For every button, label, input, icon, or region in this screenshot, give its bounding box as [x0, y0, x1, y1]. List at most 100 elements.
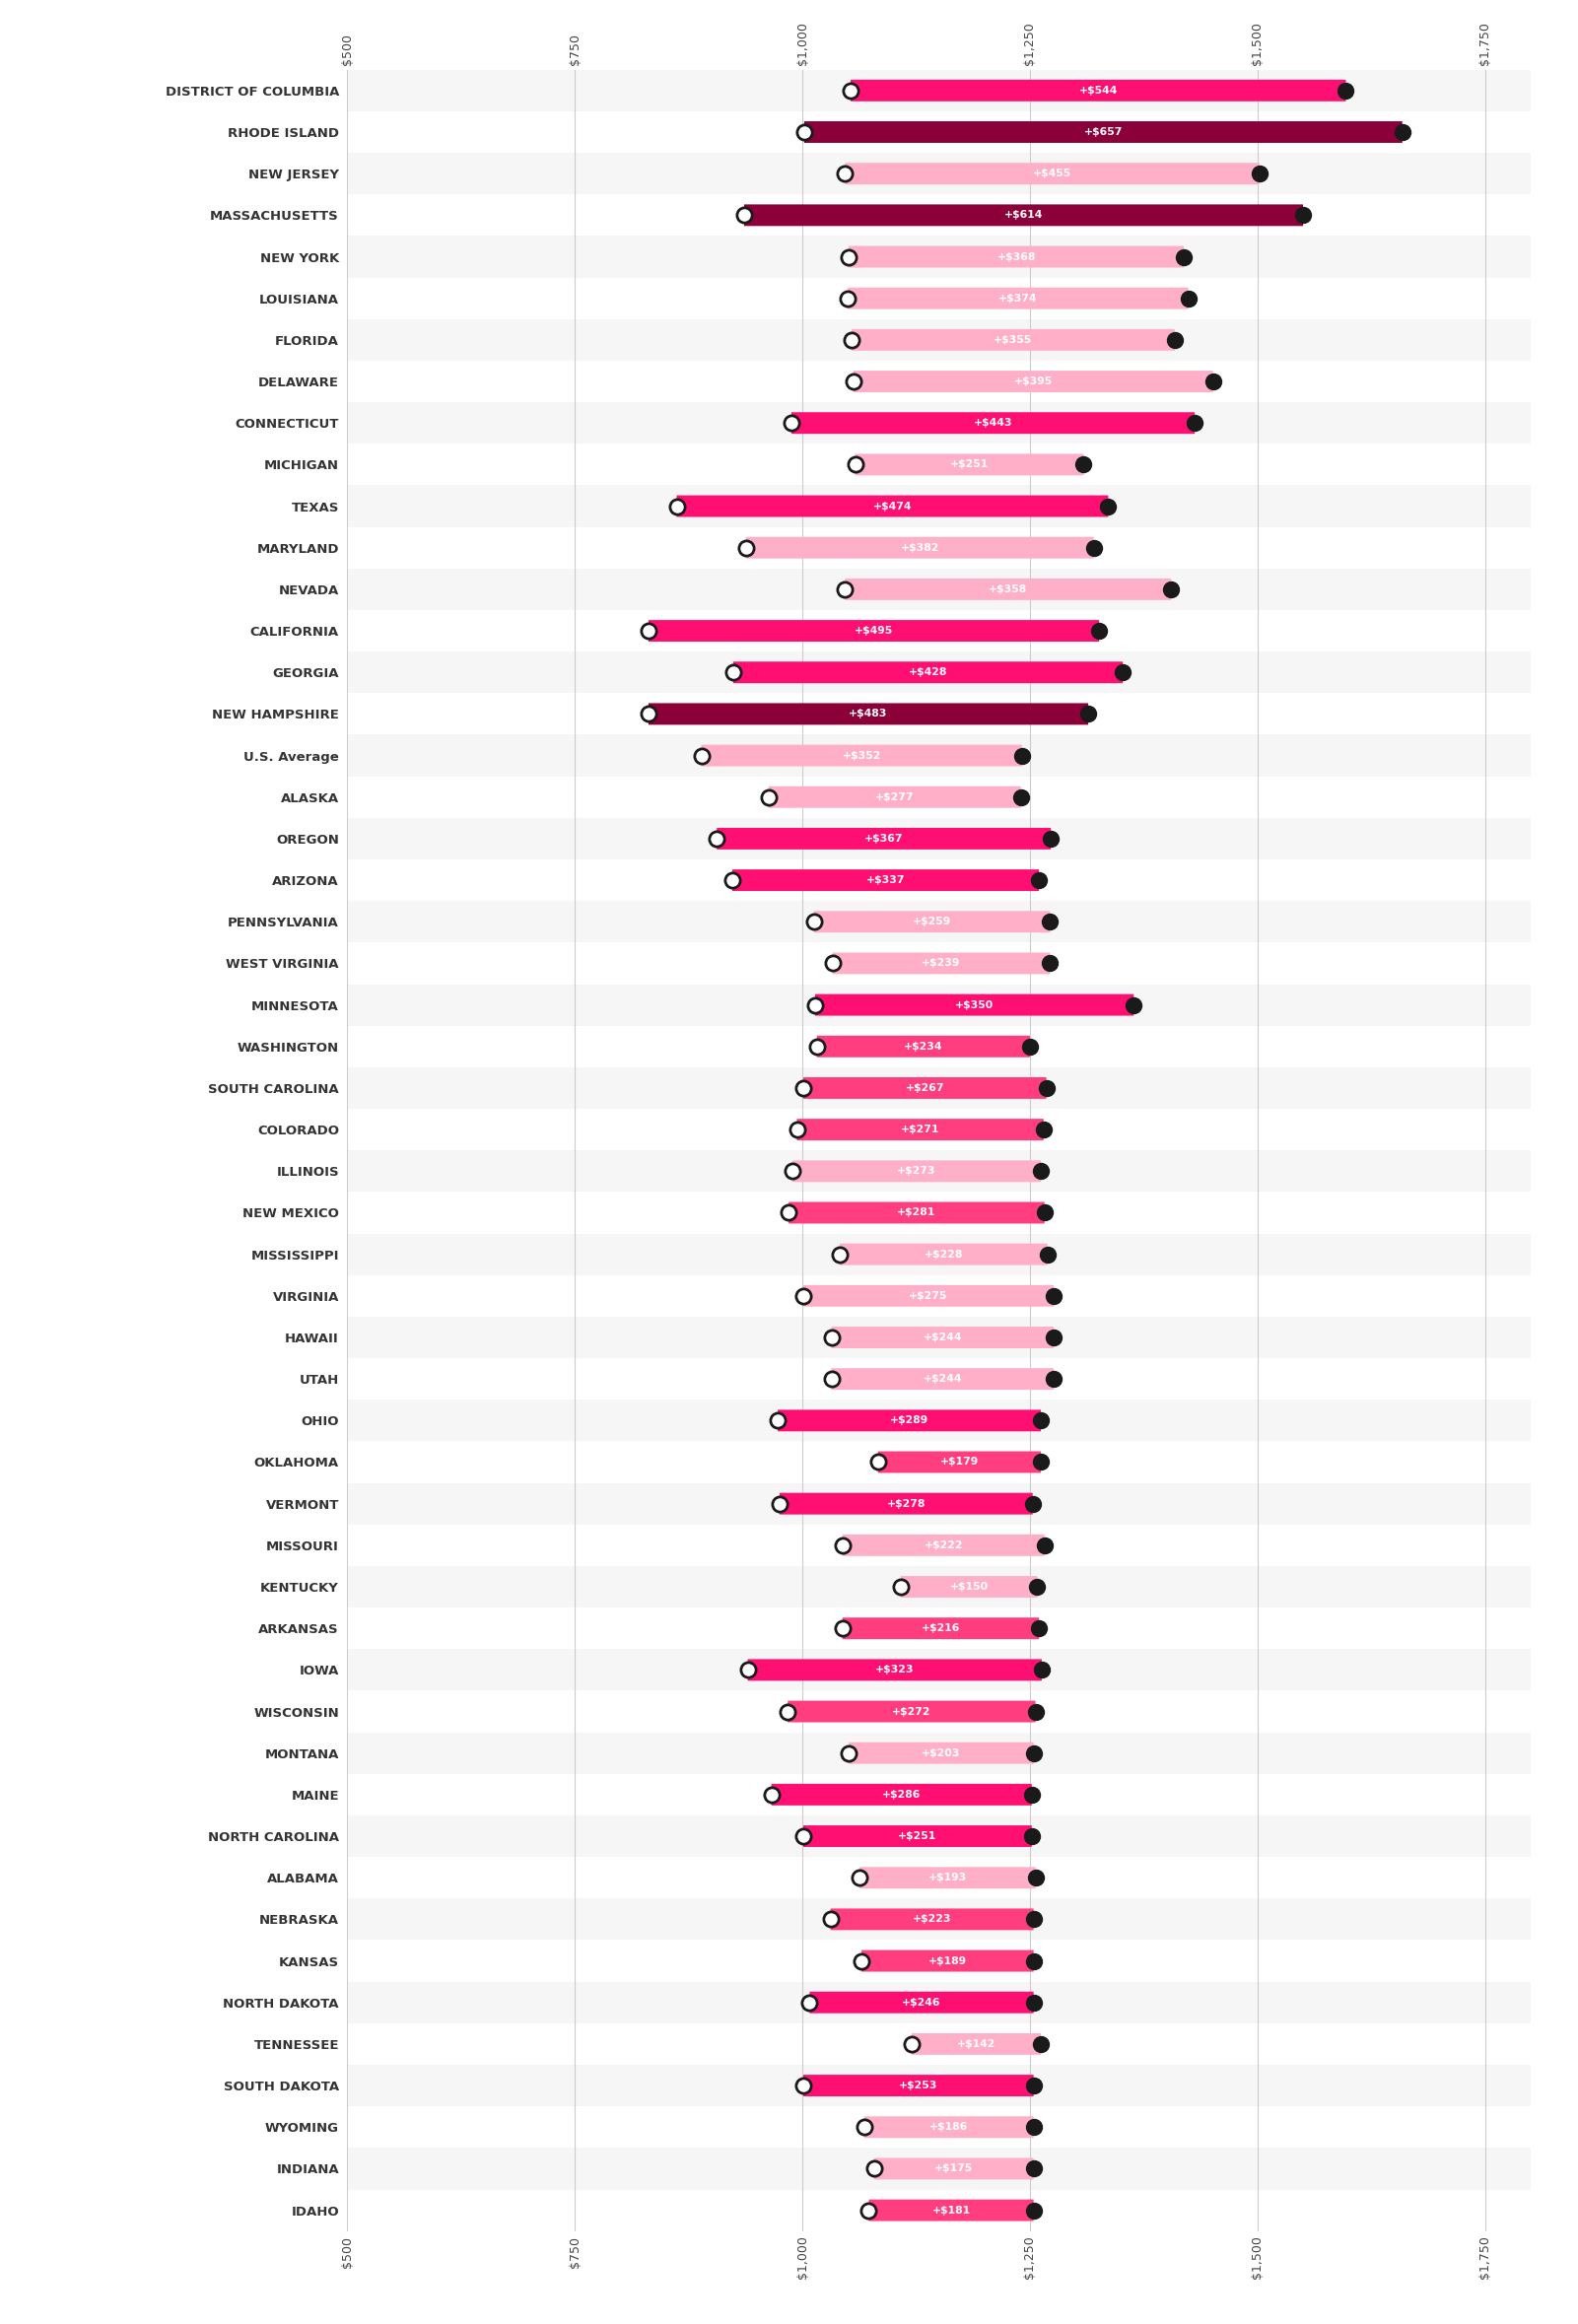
FancyBboxPatch shape	[649, 621, 1100, 641]
Text: +$657: +$657	[1084, 128, 1122, 137]
FancyBboxPatch shape	[832, 1327, 1054, 1348]
FancyBboxPatch shape	[865, 2117, 1034, 2138]
Bar	[347, 2064, 1531, 2106]
FancyBboxPatch shape	[852, 330, 1174, 351]
Bar	[347, 237, 1531, 277]
Bar	[347, 569, 1531, 611]
Text: +$275: +$275	[909, 1290, 948, 1301]
Text: +$323: +$323	[876, 1664, 914, 1676]
FancyBboxPatch shape	[851, 79, 1346, 102]
Text: +$428: +$428	[909, 667, 947, 676]
FancyBboxPatch shape	[778, 1411, 1041, 1432]
Bar	[347, 1234, 1531, 1276]
Text: +$234: +$234	[904, 1041, 944, 1050]
Text: +$355: +$355	[994, 335, 1032, 344]
FancyBboxPatch shape	[843, 1534, 1045, 1557]
Text: +$358: +$358	[989, 583, 1027, 595]
Text: +$150: +$150	[950, 1583, 988, 1592]
Bar	[347, 70, 1531, 112]
Bar	[347, 818, 1531, 860]
Bar	[347, 1731, 1531, 1773]
FancyBboxPatch shape	[833, 953, 1049, 974]
Text: +$203: +$203	[922, 1748, 961, 1757]
Text: +$286: +$286	[882, 1789, 922, 1799]
Text: +$189: +$189	[928, 1957, 967, 1966]
FancyBboxPatch shape	[803, 1285, 1054, 1306]
FancyBboxPatch shape	[817, 1037, 1030, 1057]
Bar	[347, 734, 1531, 776]
FancyBboxPatch shape	[803, 2075, 1034, 2096]
FancyBboxPatch shape	[746, 537, 1094, 558]
Text: +$368: +$368	[997, 251, 1035, 263]
FancyBboxPatch shape	[869, 2199, 1034, 2222]
FancyBboxPatch shape	[860, 1866, 1035, 1889]
Text: +$544: +$544	[1079, 86, 1117, 95]
Bar	[347, 1067, 1531, 1109]
FancyBboxPatch shape	[803, 1078, 1046, 1099]
FancyBboxPatch shape	[716, 827, 1051, 851]
Text: +$251: +$251	[898, 1831, 937, 1841]
FancyBboxPatch shape	[803, 1824, 1032, 1848]
Text: +$278: +$278	[887, 1499, 926, 1508]
Text: +$244: +$244	[923, 1332, 963, 1343]
Bar	[347, 402, 1531, 444]
Text: +$181: +$181	[933, 2205, 970, 2215]
Text: +$614: +$614	[1004, 209, 1043, 221]
Bar	[347, 1150, 1531, 1192]
Bar	[347, 1566, 1531, 1608]
FancyBboxPatch shape	[814, 911, 1049, 932]
Bar	[347, 486, 1531, 528]
FancyBboxPatch shape	[846, 163, 1259, 184]
Text: +$222: +$222	[925, 1541, 963, 1550]
Text: +$350: +$350	[955, 999, 994, 1011]
Text: +$273: +$273	[898, 1167, 936, 1176]
Text: +$239: +$239	[922, 957, 961, 969]
FancyBboxPatch shape	[649, 704, 1089, 725]
FancyBboxPatch shape	[849, 1743, 1034, 1764]
Text: +$216: +$216	[922, 1624, 959, 1634]
FancyBboxPatch shape	[849, 246, 1184, 267]
Bar	[347, 1318, 1531, 1357]
Text: +$374: +$374	[999, 293, 1038, 302]
FancyBboxPatch shape	[677, 495, 1108, 516]
FancyBboxPatch shape	[862, 1950, 1034, 1971]
FancyBboxPatch shape	[701, 744, 1023, 767]
Bar	[347, 1899, 1531, 1941]
Text: +$244: +$244	[923, 1373, 963, 1383]
Text: +$246: +$246	[903, 1999, 940, 2008]
Text: +$277: +$277	[876, 792, 914, 802]
FancyBboxPatch shape	[792, 411, 1195, 435]
Text: +$367: +$367	[865, 834, 903, 844]
Text: +$253: +$253	[899, 2080, 937, 2092]
Text: +$443: +$443	[974, 418, 1013, 428]
Text: +$186: +$186	[929, 2122, 969, 2131]
FancyBboxPatch shape	[797, 1118, 1043, 1141]
Bar	[347, 1483, 1531, 1525]
FancyBboxPatch shape	[772, 1785, 1032, 1806]
FancyBboxPatch shape	[846, 579, 1171, 600]
FancyBboxPatch shape	[854, 370, 1213, 393]
FancyBboxPatch shape	[839, 1243, 1048, 1264]
FancyBboxPatch shape	[787, 1701, 1035, 1722]
FancyBboxPatch shape	[745, 205, 1303, 225]
Text: +$281: +$281	[898, 1208, 936, 1218]
FancyBboxPatch shape	[874, 2159, 1034, 2180]
FancyBboxPatch shape	[855, 453, 1084, 476]
Text: +$193: +$193	[928, 1873, 967, 1882]
FancyBboxPatch shape	[832, 1369, 1054, 1390]
FancyBboxPatch shape	[805, 121, 1403, 142]
Bar	[347, 153, 1531, 195]
FancyBboxPatch shape	[830, 1908, 1034, 1931]
FancyBboxPatch shape	[780, 1492, 1032, 1515]
Text: +$483: +$483	[849, 709, 888, 718]
Text: +$495: +$495	[854, 625, 893, 637]
Text: +$289: +$289	[890, 1415, 929, 1425]
FancyBboxPatch shape	[816, 995, 1133, 1016]
FancyBboxPatch shape	[901, 1576, 1037, 1597]
FancyBboxPatch shape	[810, 1992, 1034, 2013]
Bar	[347, 2147, 1531, 2189]
Bar	[347, 1650, 1531, 1692]
Text: +$223: +$223	[912, 1915, 952, 1924]
Text: +$352: +$352	[843, 751, 881, 760]
FancyBboxPatch shape	[847, 288, 1188, 309]
